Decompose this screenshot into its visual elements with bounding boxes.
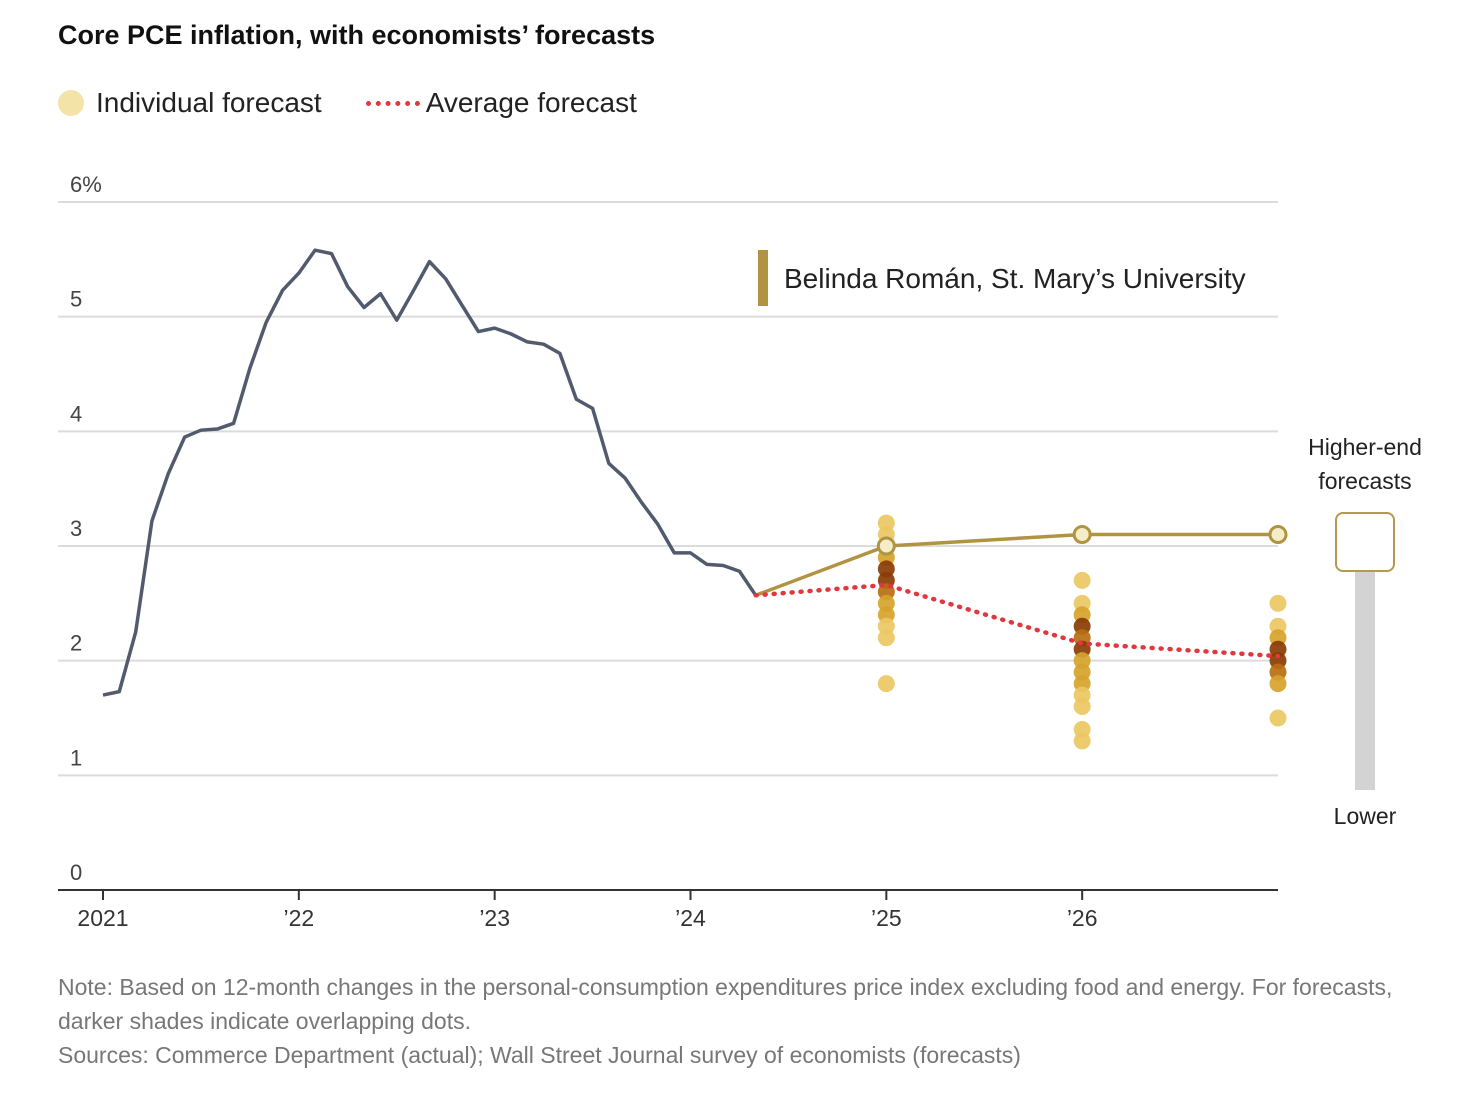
y-tick-label: 0 [70,860,82,885]
y-tick-label: 2 [70,631,82,656]
individual-forecast-dot [1269,675,1287,693]
highlight-forecast-point [1268,525,1288,545]
average-forecast-line [753,582,1281,659]
slider-handle[interactable] [1335,512,1395,572]
individual-forecast-dot [1269,594,1287,612]
individual-forecast-swatch [58,90,84,116]
y-tick-label: 1 [70,745,82,770]
individual-forecast-dot [877,675,895,693]
x-tick-label: ’24 [675,905,706,931]
y-tick-label: 3 [70,516,82,541]
highlight-annotation-bar [758,250,768,306]
slider-top-label: Higher-end forecasts [1308,434,1422,494]
x-tick-label: ’25 [871,905,902,931]
x-tick-label: ’22 [283,905,314,931]
highlight-annotation-label: Belinda Román, St. Mary’s University [784,263,1246,294]
legend-individual-label: Individual forecast [96,87,322,118]
highlight-forecast-point [1072,525,1092,545]
average-forecast-swatch [365,100,420,106]
individual-forecast-dot [1269,709,1287,727]
highlight-forecast-point [876,536,896,556]
legend: Individual forecast Average forecast [58,86,637,120]
actual-inflation-line [102,248,758,697]
individual-forecast-dot [1073,698,1091,716]
x-tick-label: ’23 [479,905,510,931]
y-tick-label: 6% [70,172,102,197]
y-tick-label: 4 [70,401,82,426]
individual-forecast-dot [1073,732,1091,750]
y-tick-label: 5 [70,287,82,312]
individual-forecast-dot [877,629,895,647]
legend-average-label: Average forecast [425,87,637,118]
chart-notes: Note: Based on 12-month changes in the p… [58,970,1438,1072]
forecast-slider[interactable]: Higher-end forecasts Lower [1300,430,1430,840]
slider-track[interactable] [1355,570,1375,790]
x-tick-label: ’26 [1067,905,1098,931]
individual-forecast-dot [1073,571,1091,589]
chart-plot: 0 1 2 3 4 5 6% 2021 ’22 ’23 ’24 ’25 ’26 Belinda Román… [58,172,1288,931]
x-tick-label: 2021 [77,905,128,931]
slider-bottom-label: Lower [1333,803,1397,829]
highlight-forecast-line [755,532,1278,597]
note-text: Note: Based on 12-month changes in the p… [58,974,1393,1034]
chart-title: Core PCE inflation, with economists’ for… [58,20,656,50]
sources-text: Sources: Commerce Department (actual); W… [58,1042,1021,1068]
